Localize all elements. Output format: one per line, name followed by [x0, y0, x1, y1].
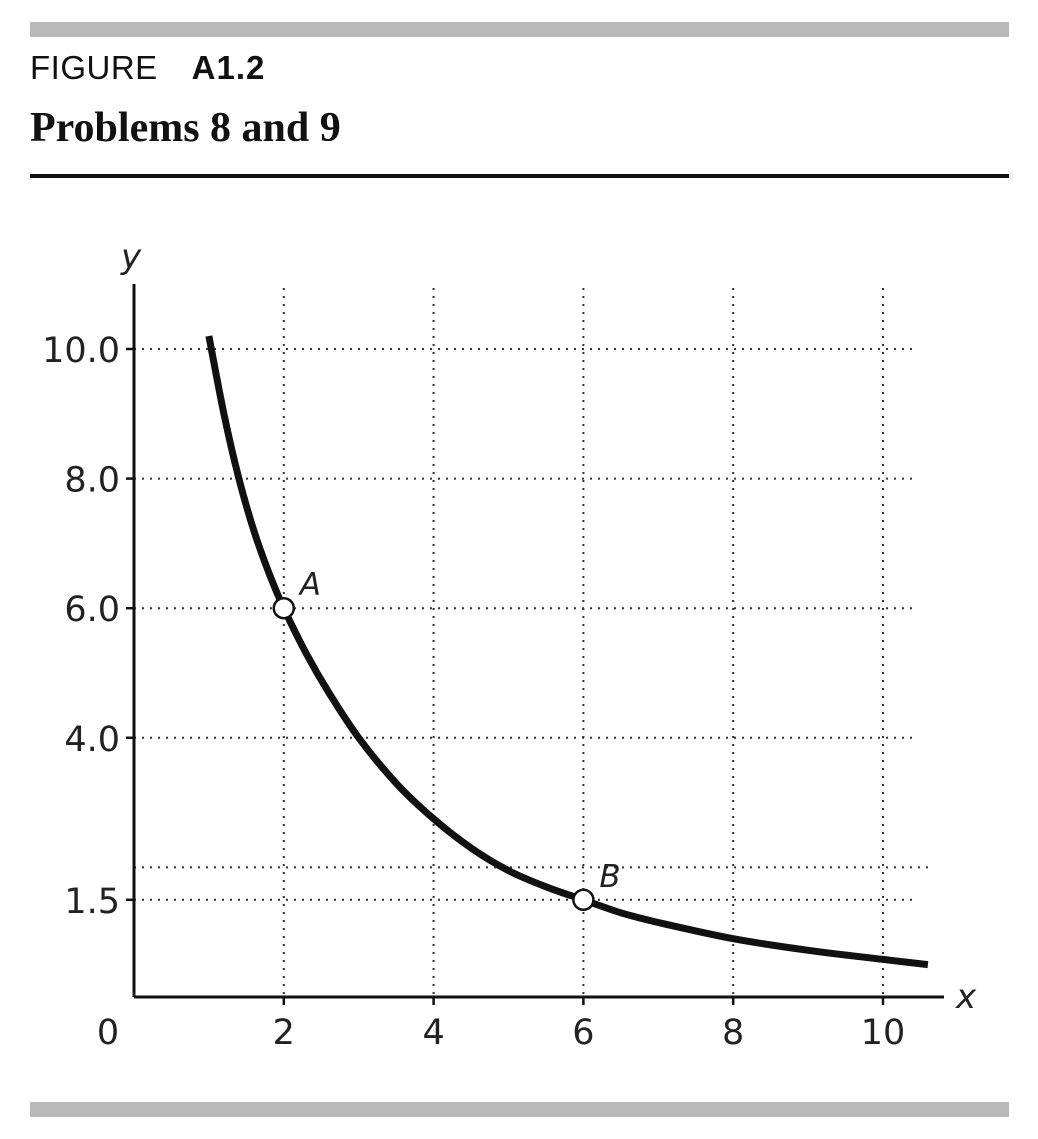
x-axis-title: x — [955, 977, 977, 1017]
y-tick-label: 6.0 — [64, 590, 120, 630]
origin-label: 0 — [97, 1013, 119, 1053]
x-tick-label: 10 — [861, 1013, 906, 1053]
point-label-b: B — [599, 859, 620, 895]
x-tick-label: 2 — [273, 1013, 295, 1053]
points: AB — [272, 567, 621, 912]
figure-label: FIGURE — [30, 49, 158, 86]
tick-labels: 1.5 4.0 6.0 8.0 10.0 2 4 6 8 10 0 y x — [42, 237, 977, 1053]
grid-lines — [134, 288, 928, 997]
y-axis-title: y — [120, 237, 142, 277]
x-tick-label: 6 — [572, 1013, 594, 1053]
y-tick-label: 1.5 — [64, 882, 120, 922]
x-tick-label: 8 — [722, 1013, 744, 1053]
point-label-a: A — [298, 567, 321, 603]
series — [205, 335, 929, 969]
figure-number: A1.2 — [191, 49, 266, 86]
title-rule — [30, 174, 1009, 178]
data-point-b — [572, 888, 595, 912]
series-line — [205, 335, 929, 969]
figure-caption: FIGURE A1.2 — [30, 50, 265, 86]
y-tick-label: 8.0 — [64, 461, 120, 501]
y-tick-label: 4.0 — [64, 720, 120, 760]
axes — [126, 284, 944, 1005]
top-gray-bar — [30, 22, 1009, 37]
figure-title: Problems 8 and 9 — [30, 105, 341, 151]
y-tick-label: 10.0 — [42, 331, 120, 371]
data-point-a — [272, 596, 296, 620]
x-tick-label: 4 — [422, 1013, 444, 1053]
bottom-gray-bar — [30, 1102, 1009, 1117]
